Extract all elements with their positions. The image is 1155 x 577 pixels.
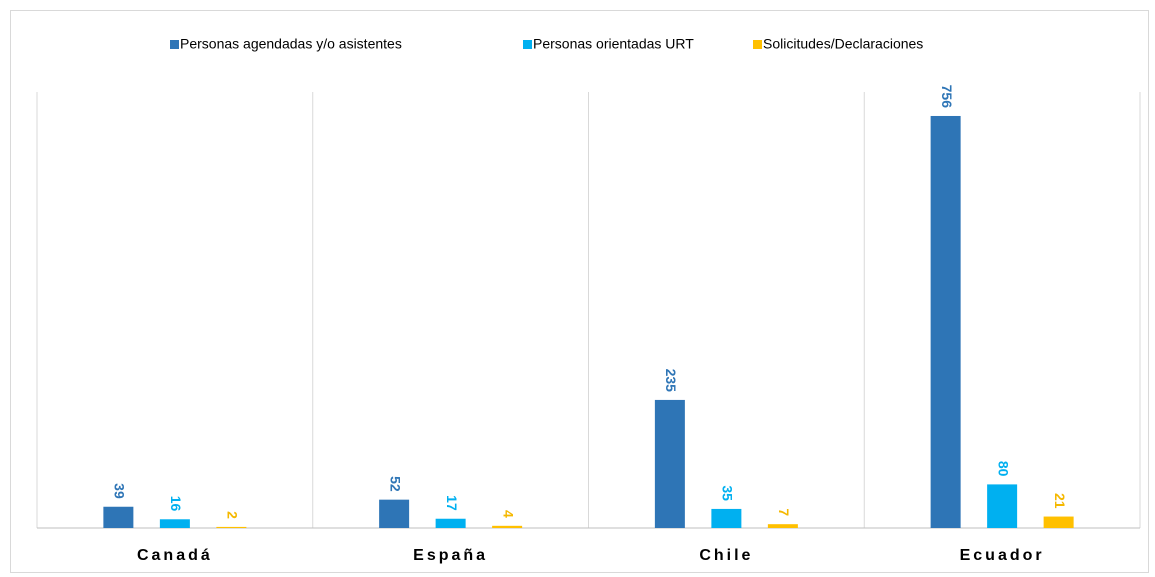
bar — [654, 399, 685, 528]
x-tick-label: España — [413, 547, 488, 564]
data-label: 39 — [112, 483, 128, 499]
data-label: 52 — [387, 476, 403, 492]
data-label: 16 — [168, 496, 184, 512]
bar — [767, 524, 798, 528]
bar — [930, 115, 961, 528]
bar — [711, 508, 742, 528]
bar — [379, 499, 410, 528]
bar — [159, 519, 190, 528]
data-label: 21 — [1052, 493, 1068, 509]
legend-swatch — [753, 40, 762, 49]
data-label: 4 — [500, 510, 516, 518]
data-label: 35 — [720, 485, 736, 501]
legend-label: Solicitudes/Declaraciones — [763, 36, 923, 52]
bar — [987, 484, 1018, 528]
bar — [1043, 516, 1074, 528]
chart-border — [10, 10, 1149, 573]
x-tick-label: Chile — [699, 547, 753, 564]
legend-swatch — [170, 40, 179, 49]
bar — [216, 526, 247, 528]
legend-swatch — [523, 40, 532, 49]
data-label: 7 — [776, 508, 792, 516]
legend-label: Personas orientadas URT — [533, 36, 694, 52]
bar — [435, 518, 466, 528]
data-label: 2 — [225, 511, 241, 519]
data-label: 235 — [663, 369, 679, 393]
legend-label: Personas agendadas y/o asistentes — [180, 36, 402, 52]
data-label: 17 — [444, 495, 460, 511]
x-tick-label: Ecuador — [960, 547, 1045, 564]
data-label: 80 — [995, 461, 1011, 477]
bar — [103, 506, 134, 528]
data-label: 756 — [939, 85, 955, 109]
bar — [492, 525, 523, 528]
x-tick-label: Canadá — [137, 547, 213, 564]
